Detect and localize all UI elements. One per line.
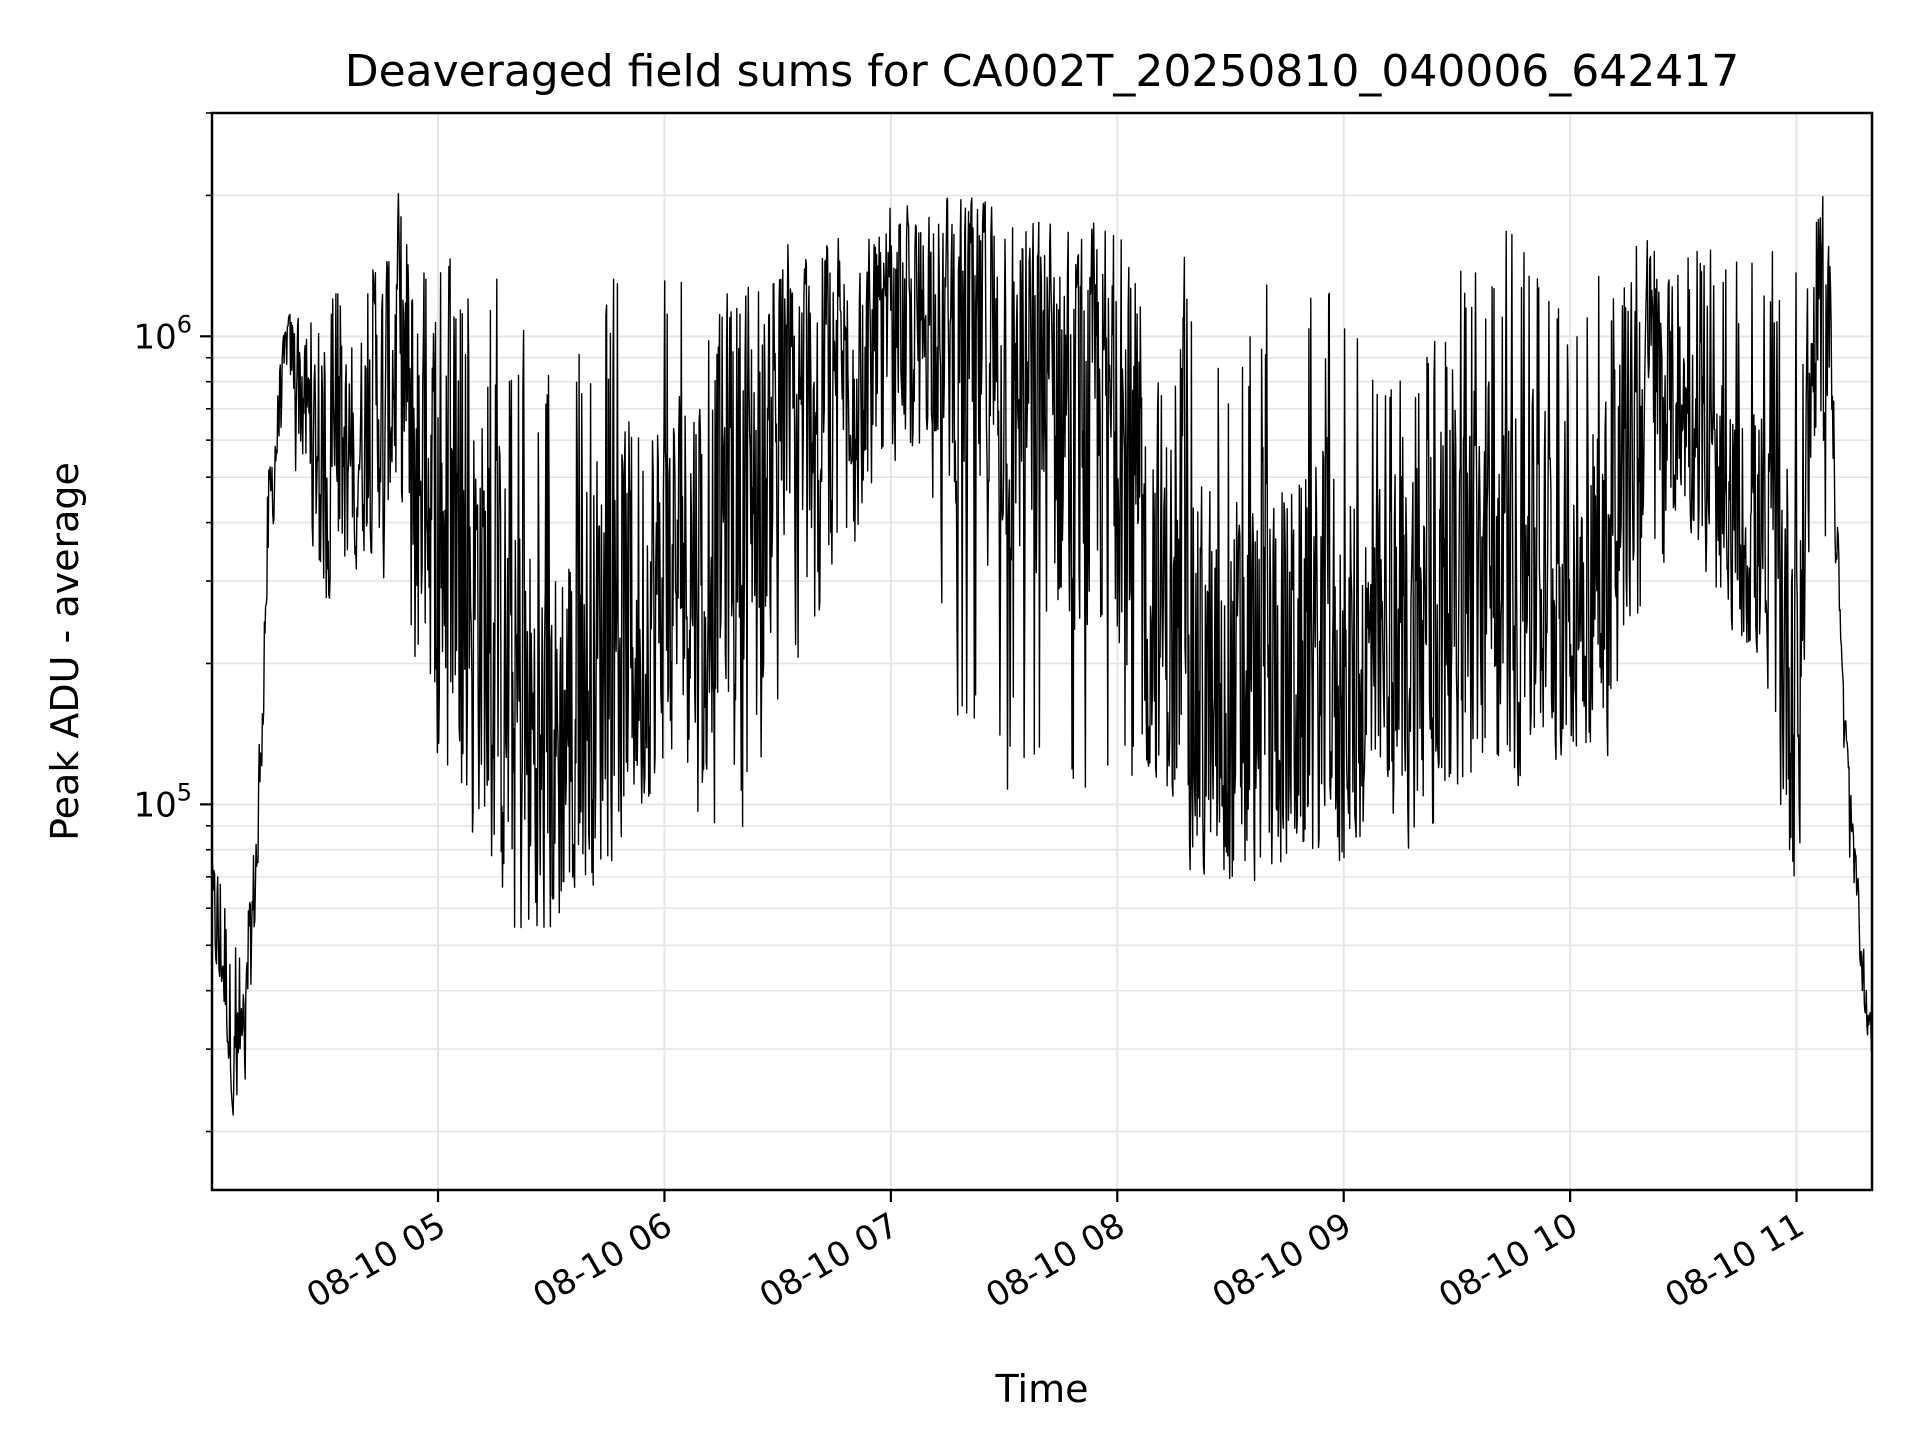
y-tick-label: 106 [133, 310, 192, 357]
y-axis: 105 106 [133, 112, 212, 1133]
plot-frame [210, 111, 1874, 1192]
plot-area [211, 192, 1873, 1116]
series-line [211, 192, 1873, 1116]
y-axis-label: Peak ADU - average [43, 462, 87, 841]
x-axis-label: Time [995, 1367, 1089, 1411]
chart-title: Deaveraged field sums for CA002T_2025081… [345, 46, 1740, 97]
y-tick-label: 105 [133, 778, 192, 825]
